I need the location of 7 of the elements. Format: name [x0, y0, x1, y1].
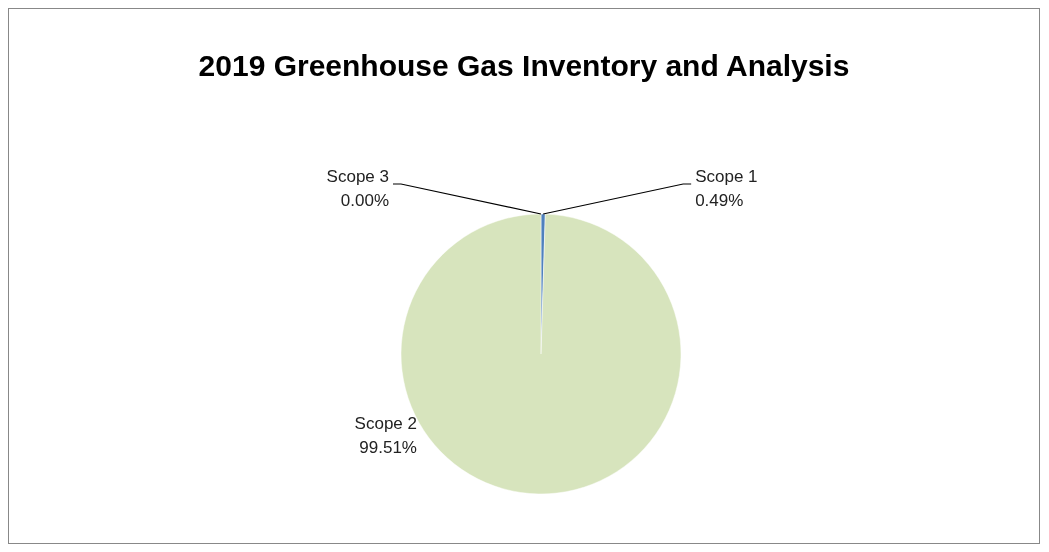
category-label: Scope 3 [326, 167, 389, 186]
chart-title: 2019 Greenhouse Gas Inventory and Analysis [197, 49, 851, 83]
slice-label: Scope 1 [695, 167, 758, 187]
data-label: 0.49% [695, 191, 744, 211]
data-label: 99.51% [359, 438, 417, 457]
slice-label: Scope 2 [354, 414, 417, 433]
text: 0.00% [340, 191, 389, 210]
